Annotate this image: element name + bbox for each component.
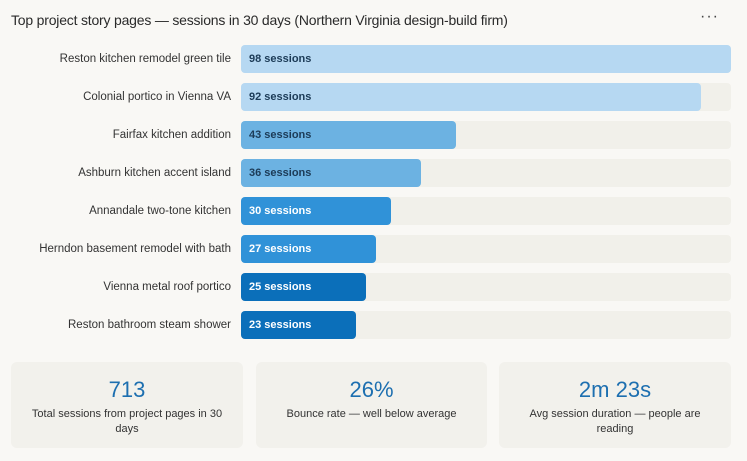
stat-value: 713 (108, 377, 146, 402)
bar[interactable]: 98 sessions (241, 45, 731, 73)
category-label: Colonial portico in Vienna VA (83, 91, 231, 103)
bar-track: 27 sessions (241, 235, 731, 263)
bar[interactable]: 23 sessions (241, 311, 356, 339)
bar-track: 43 sessions (241, 121, 731, 149)
category-label: Vienna metal roof portico (103, 281, 231, 293)
stat-card-total-sessions: 713 Total sessions from project pages in… (11, 362, 243, 448)
stat-value: 26% (349, 377, 394, 402)
bar-row: Vienna metal roof portico 25 sessions (0, 273, 747, 301)
stat-caption: Bounce rate — well below average (286, 408, 457, 420)
category-label: Annandale two-tone kitchen (89, 205, 231, 217)
bar-track: 92 sessions (241, 83, 731, 111)
bar-track: 25 sessions (241, 273, 731, 301)
bar-row: Reston bathroom steam shower 23 sessions (0, 311, 747, 339)
bar-row: Fairfax kitchen addition 43 sessions (0, 121, 747, 149)
bar-track: 30 sessions (241, 197, 731, 225)
data-label: 27 sessions (249, 243, 312, 255)
bar[interactable]: 43 sessions (241, 121, 456, 149)
data-label: 43 sessions (249, 129, 312, 141)
bar-track: 36 sessions (241, 159, 731, 187)
bar[interactable]: 27 sessions (241, 235, 376, 263)
data-label: 92 sessions (249, 91, 312, 103)
category-label: Fairfax kitchen addition (112, 129, 231, 141)
category-label: Reston bathroom steam shower (68, 319, 231, 331)
category-label: Herndon basement remodel with bath (39, 243, 231, 255)
data-label: 23 sessions (249, 319, 312, 331)
stat-caption: Total sessions from project pages in 30 … (31, 408, 223, 435)
category-label: Reston kitchen remodel green tile (59, 53, 231, 65)
bar-row: Reston kitchen remodel green tile 98 sess… (0, 45, 747, 73)
bar[interactable]: 36 sessions (241, 159, 421, 187)
data-label: 98 sessions (249, 53, 312, 65)
stat-caption: Avg session duration — people are readin… (529, 408, 701, 435)
bar-track: 23 sessions (241, 311, 731, 339)
bar[interactable]: 30 sessions (241, 197, 391, 225)
chart-title: Top project story pages — sessions in 30… (11, 12, 508, 28)
stat-card-session-duration: 2m 23s Avg session duration — people are… (499, 362, 731, 448)
stat-value: 2m 23s (578, 377, 652, 402)
category-label: Ashburn kitchen accent island (78, 167, 231, 179)
data-label: 30 sessions (249, 205, 312, 217)
bar-row: Herndon basement remodel with bath 27 ses… (0, 235, 747, 263)
bar[interactable]: 25 sessions (241, 273, 366, 301)
bar-row: Colonial portico in Vienna VA 92 sessions (0, 83, 747, 111)
stat-card-bounce-rate: 26% Bounce rate — well below average (256, 362, 487, 448)
bar-row: Ashburn kitchen accent island 36 sessions (0, 159, 747, 187)
bar-row: Annandale two-tone kitchen 30 sessions (0, 197, 747, 225)
data-label: 36 sessions (249, 167, 312, 179)
more-horizontal-icon[interactable]: ··· (700, 8, 719, 25)
bar[interactable]: 92 sessions (241, 83, 701, 111)
bar-track: 98 sessions (241, 45, 731, 73)
data-label: 25 sessions (249, 281, 312, 293)
